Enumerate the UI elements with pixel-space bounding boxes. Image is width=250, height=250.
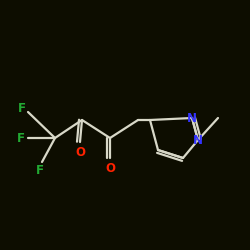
Text: F: F: [17, 132, 25, 144]
Text: N: N: [187, 112, 197, 124]
Text: O: O: [75, 146, 85, 158]
Text: O: O: [105, 162, 115, 174]
Text: F: F: [36, 164, 44, 176]
Text: N: N: [193, 134, 203, 146]
Text: F: F: [18, 102, 26, 114]
